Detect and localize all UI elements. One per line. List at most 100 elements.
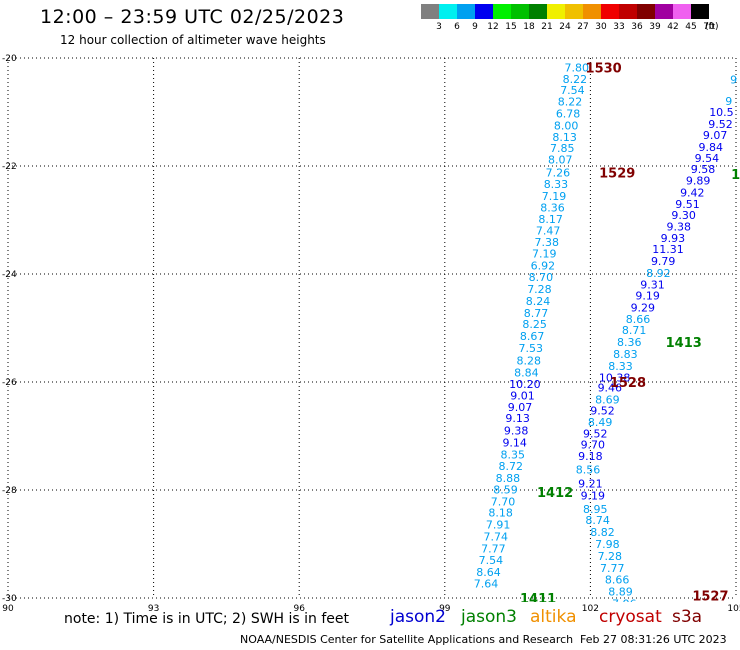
legend-label-39: 39 xyxy=(649,22,661,32)
data-point-track-a-1: 8.22 xyxy=(563,73,588,86)
legend-label-33: 33 xyxy=(613,22,625,32)
data-point-track-b-13: 9.93 xyxy=(661,232,686,245)
data-point-track-b-44: 7.96 xyxy=(612,597,637,610)
data-point-track-b-38: 8.82 xyxy=(590,526,615,539)
data-point-track-a-40: 7.74 xyxy=(484,530,509,543)
data-point-track-b-3: 9.52 xyxy=(708,118,733,131)
data-point-track-b-33: 8.56 xyxy=(576,463,601,476)
data-point-track-b-41: 7.77 xyxy=(600,562,625,575)
data-point-track-b-36: 8.95 xyxy=(583,503,608,516)
pass-time-label-3: 1528 xyxy=(610,376,646,391)
legend-label-3: 3 xyxy=(436,22,442,32)
pass-time-label-1: 1529 xyxy=(599,166,635,181)
x-tick-label-102: 102 xyxy=(582,604,599,614)
data-point-track-a-44: 7.64 xyxy=(474,577,499,590)
data-point-track-b-17: 9.31 xyxy=(640,278,665,291)
legend-swatch-24 xyxy=(547,4,565,19)
data-point-track-b-9: 9.42 xyxy=(680,186,705,199)
x-tick-label-99: 99 xyxy=(439,604,451,614)
data-point-track-b-42: 8.66 xyxy=(605,574,630,587)
data-point-track-a-8: 8.07 xyxy=(548,154,573,167)
legend-swatch-3 xyxy=(421,4,439,19)
data-point-track-b-37: 8.74 xyxy=(585,514,610,527)
data-point-track-b-25: 10.38 xyxy=(599,372,631,385)
data-point-track-b-40: 7.28 xyxy=(598,550,623,563)
data-point-track-b-29: 8.49 xyxy=(588,416,613,429)
legend-swatch-21 xyxy=(529,4,547,19)
data-point-track-a-27: 10.20 xyxy=(509,378,541,391)
legend-label-15: 15 xyxy=(505,22,517,32)
data-point-track-a-35: 8.88 xyxy=(496,472,521,485)
data-point-track-b-43: 8.89 xyxy=(608,586,633,599)
data-point-track-b-15: 9.79 xyxy=(651,255,676,268)
pass-time-label-7: 14 xyxy=(731,168,740,183)
legend-swatch-70 xyxy=(691,4,709,19)
data-point-track-a-22: 8.25 xyxy=(522,318,547,331)
legend-label-42: 42 xyxy=(667,22,679,32)
data-point-track-a-33: 8.35 xyxy=(500,448,525,461)
data-point-track-a-18: 8.70 xyxy=(529,271,554,284)
data-point-track-a-20: 8.24 xyxy=(526,295,551,308)
data-point-track-b-0: 9 xyxy=(730,74,737,87)
data-point-track-a-30: 9.13 xyxy=(505,412,530,425)
generated-timestamp: Feb 27 08:31:26 UTC 2023 xyxy=(580,633,727,646)
data-point-track-a-17: 6.92 xyxy=(531,259,556,272)
y-tick-label--24: -24 xyxy=(2,270,17,280)
pass-time-label-4: 1412 xyxy=(537,486,573,501)
data-point-track-a-0: 7.80 xyxy=(565,62,590,75)
legend-swatch-12 xyxy=(475,4,493,19)
legend-label-36: 36 xyxy=(631,22,643,32)
data-point-track-b-22: 8.36 xyxy=(617,336,642,349)
data-point-track-b-26: 9.46 xyxy=(598,381,623,394)
data-point-track-b-4: 9.07 xyxy=(703,129,728,142)
data-point-track-a-34: 8.72 xyxy=(499,460,524,473)
data-point-track-b-12: 9.38 xyxy=(666,220,691,233)
data-point-track-a-12: 8.36 xyxy=(540,202,565,215)
chart-subtitle: 12 hour collection of altimeter wave hei… xyxy=(60,33,326,47)
x-tick-label-93: 93 xyxy=(148,604,159,614)
data-point-track-b-18: 9.19 xyxy=(635,290,660,303)
y-tick-label--20: -20 xyxy=(2,54,17,64)
data-point-track-a-14: 7.47 xyxy=(536,224,561,237)
credit-line: NOAA/NESDIS Center for Satellite Applica… xyxy=(240,633,574,646)
legend-label-27: 27 xyxy=(577,22,589,32)
legend-swatch-45 xyxy=(673,4,691,19)
data-point-track-a-21: 8.77 xyxy=(524,307,549,320)
legend-label-30: 30 xyxy=(595,22,607,32)
data-point-track-b-5: 9.84 xyxy=(699,141,724,154)
data-point-track-a-9: 7.26 xyxy=(546,166,571,179)
data-point-track-a-5: 8.00 xyxy=(554,120,579,133)
data-point-track-a-42: 7.54 xyxy=(479,554,504,567)
data-point-track-b-2: 10.5 xyxy=(709,106,734,119)
satellite-label-altika: altika xyxy=(530,607,577,627)
data-point-track-b-1: 9 xyxy=(725,95,732,108)
data-point-track-b-7: 9.58 xyxy=(691,163,716,176)
data-point-track-b-27: 8.69 xyxy=(595,393,620,406)
legend-swatch-6 xyxy=(439,4,457,19)
data-point-track-b-6: 9.54 xyxy=(695,152,720,165)
data-point-track-a-28: 9.01 xyxy=(510,390,535,403)
legend-label-45: 45 xyxy=(685,22,697,32)
data-point-track-b-31: 9.70 xyxy=(581,439,606,452)
data-point-track-a-4: 6.78 xyxy=(556,108,581,121)
legend-label-12: 12 xyxy=(487,22,499,32)
x-tick-label-90: 90 xyxy=(2,604,14,614)
satellite-label-s3a: s3a xyxy=(672,607,703,627)
legend-label-24: 24 xyxy=(559,22,571,32)
y-tick-label--28: -28 xyxy=(2,486,17,496)
legend-swatch-30 xyxy=(583,4,601,19)
data-point-track-a-19: 7.28 xyxy=(527,283,552,296)
satellite-label-cryosat: cryosat xyxy=(599,607,662,627)
data-point-track-b-32: 9.18 xyxy=(578,450,603,463)
data-point-track-a-7: 7.85 xyxy=(550,142,575,155)
data-point-track-b-35: 9.19 xyxy=(581,489,606,502)
satellite-label-jason3: jason3 xyxy=(461,607,517,627)
x-tick-label-96: 96 xyxy=(293,604,305,614)
data-point-track-a-11: 7.19 xyxy=(542,190,567,203)
data-point-track-a-3: 8.22 xyxy=(558,96,583,109)
legend-swatch-33 xyxy=(601,4,619,19)
data-point-track-a-26: 8.84 xyxy=(514,366,539,379)
data-point-track-a-43: 8.64 xyxy=(476,566,501,579)
data-point-track-b-30: 9.52 xyxy=(583,427,608,440)
legend-label-9: 9 xyxy=(472,22,478,32)
